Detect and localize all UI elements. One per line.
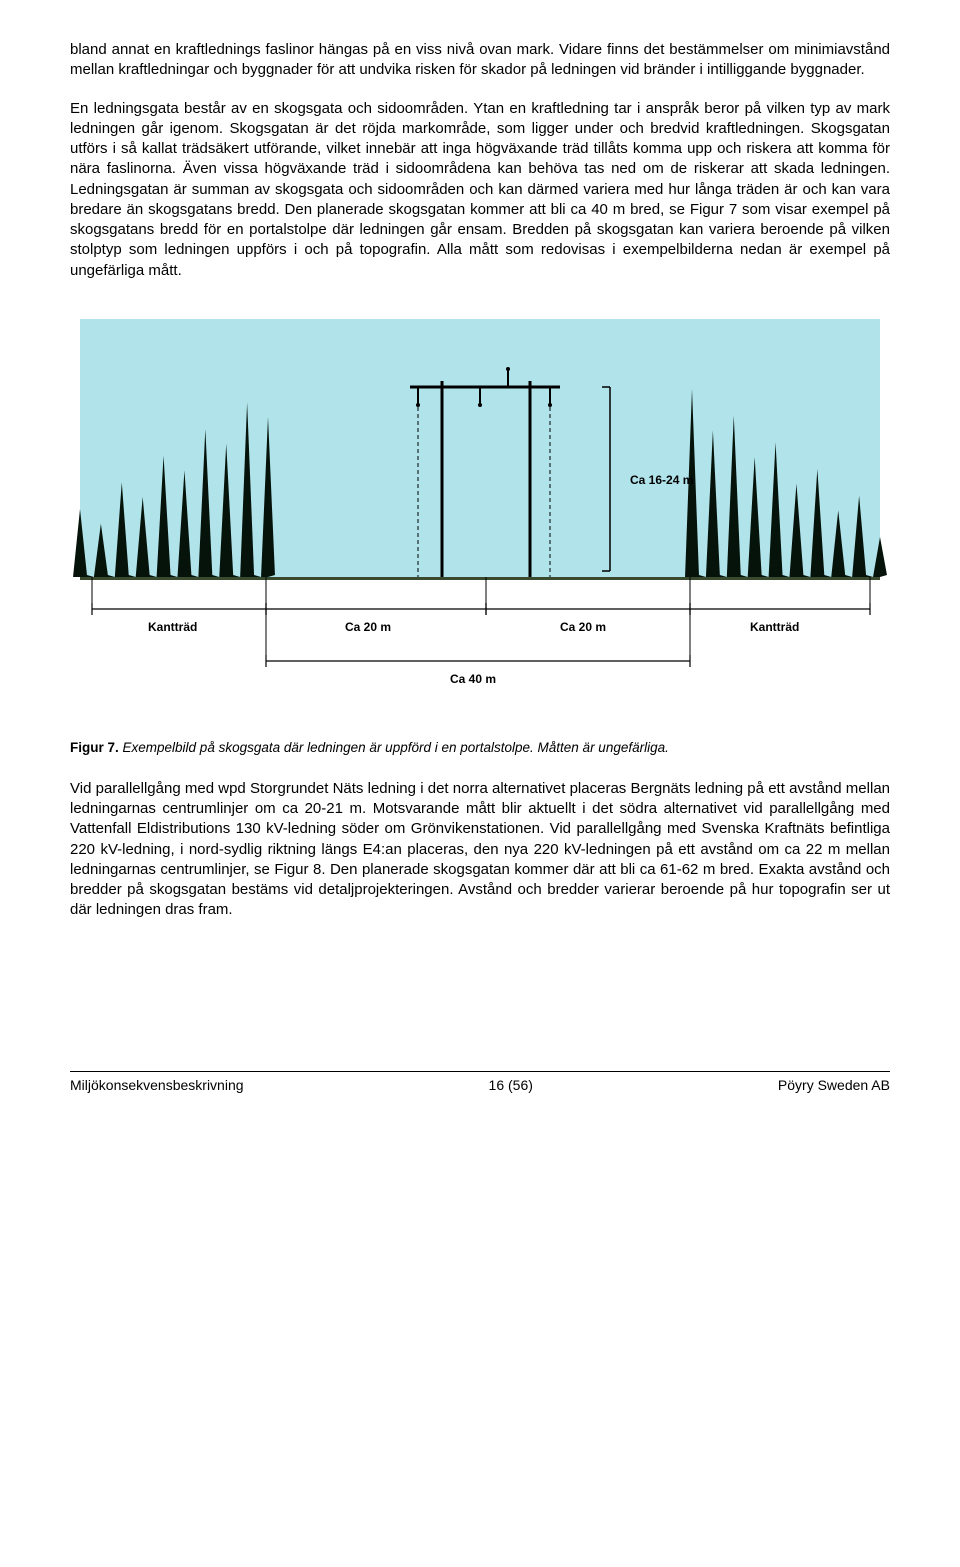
figure-7: Ca 16-24 m Kantträd Ca 20 m Ca 20 m Kantträd… bbox=[70, 309, 890, 729]
paragraph-1: bland annat en kraftlednings faslinor hä… bbox=[70, 40, 890, 81]
footer-left: Miljökonsekvensbeskrivning bbox=[70, 1076, 244, 1095]
page-footer: Miljökonsekvensbeskrivning 16 (56) Pöyry… bbox=[70, 1072, 890, 1095]
footer-center: 16 (56) bbox=[489, 1076, 533, 1095]
paragraph-2: En ledningsgata består av en skogsgata o… bbox=[70, 99, 890, 281]
svg-text:Kantträd: Kantträd bbox=[750, 620, 799, 634]
svg-text:Ca 16-24 m: Ca 16-24 m bbox=[630, 473, 693, 487]
svg-text:Kantträd: Kantträd bbox=[148, 620, 197, 634]
svg-text:Ca 40 m: Ca 40 m bbox=[450, 672, 496, 686]
caption-label: Figur 7. bbox=[70, 740, 119, 755]
svg-text:Ca 20 m: Ca 20 m bbox=[560, 620, 606, 634]
svg-text:Ca 20 m: Ca 20 m bbox=[345, 620, 391, 634]
footer-right: Pöyry Sweden AB bbox=[778, 1076, 890, 1095]
figure-7-caption: Figur 7. Exempelbild på skogsgata där le… bbox=[70, 739, 890, 757]
paragraph-3: Vid parallellgång med wpd Storgrundet Nä… bbox=[70, 779, 890, 921]
caption-text: Exempelbild på skogsgata där ledningen ä… bbox=[119, 740, 669, 755]
figure-7-svg: Ca 16-24 m Kantträd Ca 20 m Ca 20 m Kantträd… bbox=[70, 309, 890, 729]
